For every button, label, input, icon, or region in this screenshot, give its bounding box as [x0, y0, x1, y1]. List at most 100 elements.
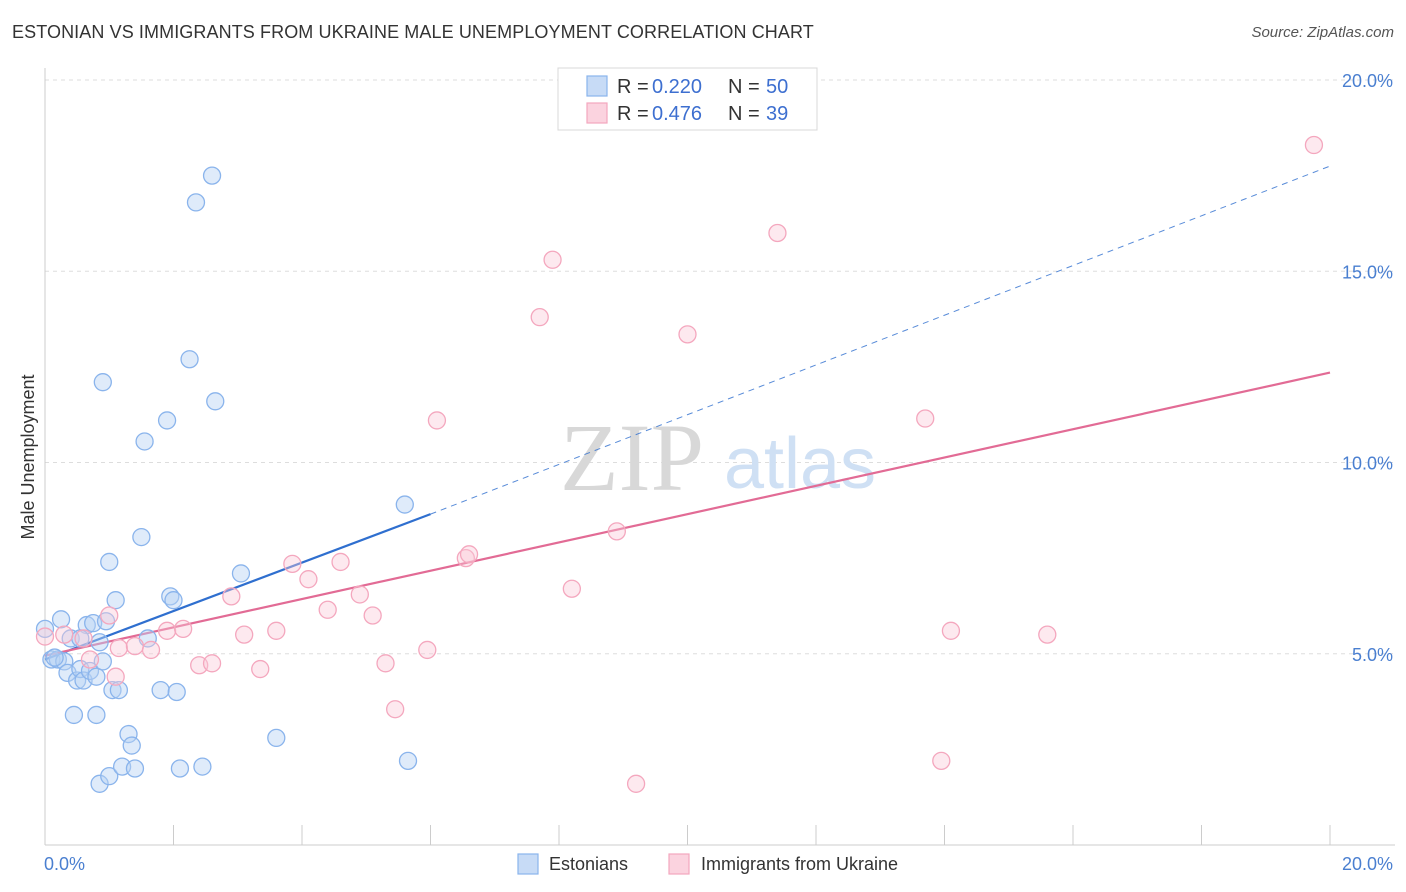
point-estonians [90, 633, 109, 652]
watermark-zip: ZIP [560, 404, 704, 511]
point-ukraine [607, 522, 626, 541]
point-ukraine [386, 700, 405, 719]
legend-bottom-swatch-ukraine [668, 853, 690, 875]
trendlines [44, 165, 1331, 661]
point-estonians [103, 680, 122, 700]
point-ukraine [251, 659, 270, 679]
legend-bottom-label-estonians: Estonians [549, 854, 628, 874]
point-ukraine [235, 625, 254, 644]
point-ukraine [283, 554, 302, 574]
point-estonians [151, 680, 170, 700]
data-points [35, 135, 1324, 793]
point-ukraine [916, 409, 935, 428]
point-ukraine [331, 552, 350, 572]
point-estonians [170, 759, 190, 778]
point-estonians [51, 610, 71, 629]
tick-labels: 5.0% 10.0% 15.0% 20.0% 0.0% 20.0% [44, 71, 1393, 874]
point-estonians [125, 759, 145, 778]
legend-swatch-estonians [586, 75, 608, 97]
point-ukraine [173, 619, 193, 639]
point-ukraine [427, 411, 447, 430]
legend-r-value: 0.476 [652, 103, 702, 125]
point-ukraine [267, 621, 286, 640]
point-ukraine [80, 650, 100, 669]
legend-n-value: 39 [766, 103, 788, 125]
point-ukraine [318, 600, 337, 619]
y-tick-label: 15.0% [1342, 262, 1393, 282]
point-estonians [180, 350, 199, 369]
watermark: ZIP atlas [560, 404, 876, 511]
x-tick-label: 0.0% [44, 854, 85, 874]
point-ukraine [202, 654, 222, 673]
point-ukraine [376, 654, 395, 673]
point-ukraine [1038, 625, 1057, 644]
legend-series: Estonians Immigrants from Ukraine [517, 853, 898, 875]
legend-bottom-label-ukraine: Immigrants from Ukraine [701, 854, 898, 874]
point-ukraine [35, 627, 55, 646]
point-estonians [135, 432, 154, 451]
y-tick-label: 10.0% [1342, 454, 1393, 474]
point-ukraine [459, 545, 479, 564]
point-ukraine [106, 667, 125, 686]
point-estonians [106, 591, 125, 610]
point-estonians [109, 680, 129, 700]
legend-n-label: N = [728, 103, 760, 125]
point-ukraine [222, 587, 241, 606]
point-ukraine [125, 636, 145, 656]
point-ukraine [543, 250, 562, 269]
axes [44, 68, 1395, 846]
point-estonians [96, 612, 116, 631]
point-ukraine [141, 640, 161, 660]
point-ukraine [1304, 135, 1324, 155]
point-ukraine [109, 638, 129, 658]
point-ukraine [74, 629, 93, 648]
legend-r-label: R = [617, 76, 649, 98]
point-estonians [45, 648, 64, 667]
point-ukraine [562, 579, 581, 598]
point-estonians [100, 767, 119, 786]
point-estonians [119, 724, 138, 744]
x-tick-label: 20.0% [1342, 854, 1393, 874]
point-estonians [186, 193, 206, 212]
trendline-estonians [44, 513, 431, 661]
point-ukraine [626, 774, 646, 793]
point-ukraine [530, 307, 549, 327]
point-estonians [202, 166, 222, 185]
chart-title: ESTONIAN VS IMMIGRANTS FROM UKRAINE MALE… [12, 22, 814, 42]
point-estonians [231, 564, 251, 583]
point-ukraine [678, 325, 697, 344]
point-estonians [87, 667, 106, 686]
point-ukraine [932, 751, 951, 770]
legend-r-label: R = [617, 103, 649, 125]
point-estonians [132, 527, 151, 547]
legend-stats: R = 0.220 N = 50 R = 0.476 N = 39 [557, 67, 818, 131]
point-ukraine [55, 625, 74, 644]
point-estonians [93, 373, 112, 392]
point-estonians [48, 650, 67, 669]
point-estonians [193, 757, 212, 776]
point-estonians [55, 652, 74, 671]
point-estonians [64, 705, 84, 725]
trendline-ukraine [44, 371, 1331, 657]
point-ukraine [350, 585, 369, 604]
point-ukraine [768, 223, 787, 243]
point-estonians [122, 736, 141, 755]
point-ukraine [418, 640, 437, 660]
point-estonians [206, 392, 225, 411]
point-estonians [90, 774, 109, 793]
point-estonians [87, 705, 106, 725]
point-estonians [100, 552, 119, 572]
y-axis-label: Male Unemployment [18, 374, 38, 539]
point-estonians [167, 682, 186, 702]
legend-swatch-ukraine [586, 102, 608, 124]
trendline-extension-estonians [430, 165, 1331, 515]
point-estonians [67, 671, 87, 690]
watermark-atlas: atlas [724, 424, 876, 504]
legend-bottom-swatch-estonians [517, 853, 539, 875]
legend-n-label: N = [728, 76, 760, 98]
source-credit: Source: ZipAtlas.com [1251, 24, 1394, 41]
point-ukraine [941, 621, 961, 640]
point-estonians [395, 495, 414, 514]
point-ukraine [157, 621, 177, 640]
legend-n-value: 50 [766, 76, 788, 98]
